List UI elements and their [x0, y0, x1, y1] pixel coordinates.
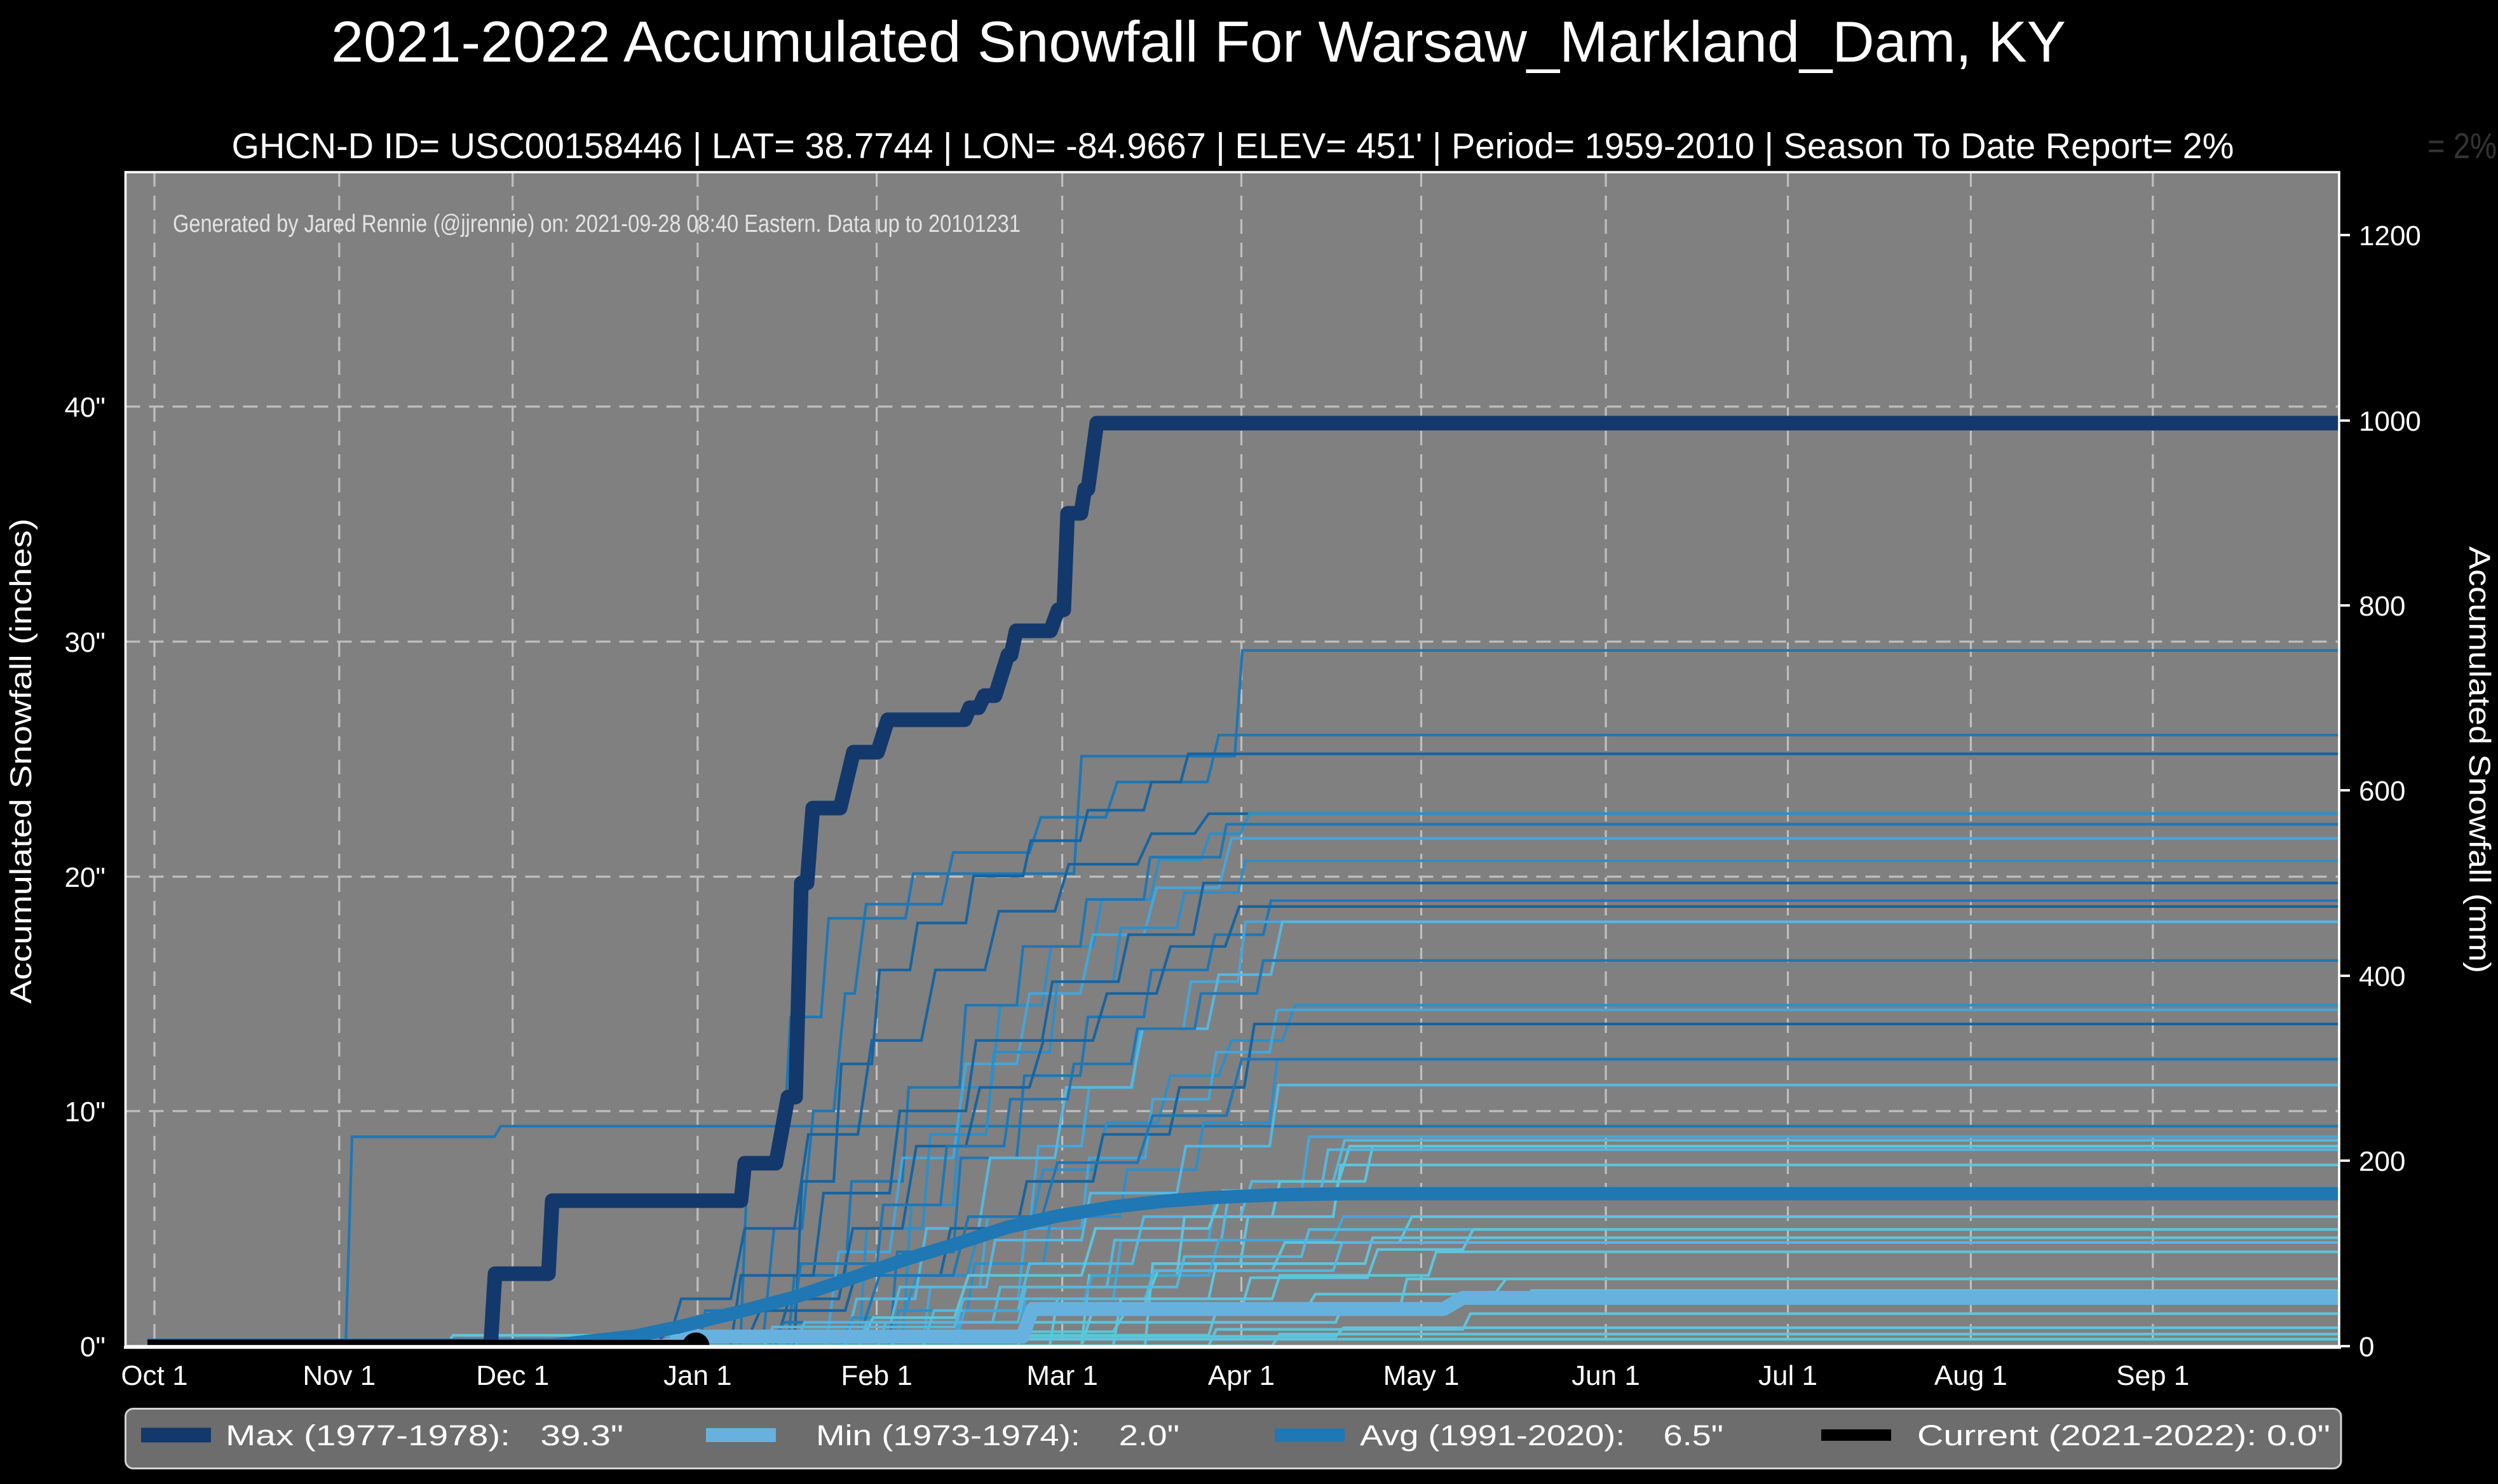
- svg-text:Feb 1: Feb 1: [841, 1360, 913, 1391]
- svg-text:200: 200: [2359, 1146, 2405, 1177]
- svg-text:Jan 1: Jan 1: [663, 1360, 732, 1391]
- svg-text:0": 0": [80, 1332, 105, 1363]
- svg-text:1000: 1000: [2359, 406, 2421, 437]
- svg-text:Accumulated Snowfall (mm): Accumulated Snowfall (mm): [2463, 546, 2497, 973]
- svg-text:40": 40": [64, 392, 105, 423]
- svg-text:600: 600: [2359, 776, 2405, 807]
- svg-text:= 2%: = 2%: [2427, 126, 2497, 166]
- svg-text:Apr 1: Apr 1: [1208, 1360, 1275, 1391]
- svg-text:Sep 1: Sep 1: [2116, 1360, 2189, 1391]
- svg-text:2021-2022 Accumulated Snowfall: 2021-2022 Accumulated Snowfall For Warsa…: [331, 10, 2066, 74]
- svg-text:Jun 1: Jun 1: [1571, 1360, 1640, 1391]
- svg-text:30": 30": [64, 627, 105, 658]
- svg-text:May 1: May 1: [1383, 1360, 1460, 1391]
- svg-text:Accumulated Snowfall (inches): Accumulated Snowfall (inches): [4, 518, 37, 1004]
- svg-text:GHCN-D ID= USC00158446 | LAT=: GHCN-D ID= USC00158446 | LAT= 38.7744 | …: [232, 126, 2234, 166]
- svg-text:Dec 1: Dec 1: [476, 1360, 549, 1391]
- svg-text:Current (2021-2022): 0.0": Current (2021-2022): 0.0": [1917, 1419, 2330, 1452]
- svg-text:Nov 1: Nov 1: [302, 1360, 376, 1391]
- svg-text:1200: 1200: [2359, 220, 2421, 252]
- svg-text:Avg (1991-2020): 6.5": Avg (1991-2020): 6.5": [1360, 1419, 1723, 1452]
- svg-text:10": 10": [64, 1096, 105, 1128]
- svg-text:Generated by Jared Rennie (@jj: Generated by Jared Rennie (@jjrennie) on…: [173, 210, 1021, 238]
- svg-text:0: 0: [2359, 1332, 2374, 1363]
- svg-text:Aug 1: Aug 1: [1934, 1360, 2007, 1391]
- svg-text:20": 20": [64, 862, 105, 893]
- svg-text:Max (1977-1978): 39.3": Max (1977-1978): 39.3": [226, 1419, 623, 1452]
- svg-text:Min (1973-1974): 2.0": Min (1973-1974): 2.0": [816, 1419, 1179, 1452]
- svg-text:400: 400: [2359, 961, 2405, 992]
- svg-text:Jul 1: Jul 1: [1758, 1360, 1817, 1391]
- svg-text:Oct 1: Oct 1: [121, 1360, 187, 1391]
- svg-text:800: 800: [2359, 591, 2405, 622]
- svg-text:Mar 1: Mar 1: [1026, 1360, 1097, 1391]
